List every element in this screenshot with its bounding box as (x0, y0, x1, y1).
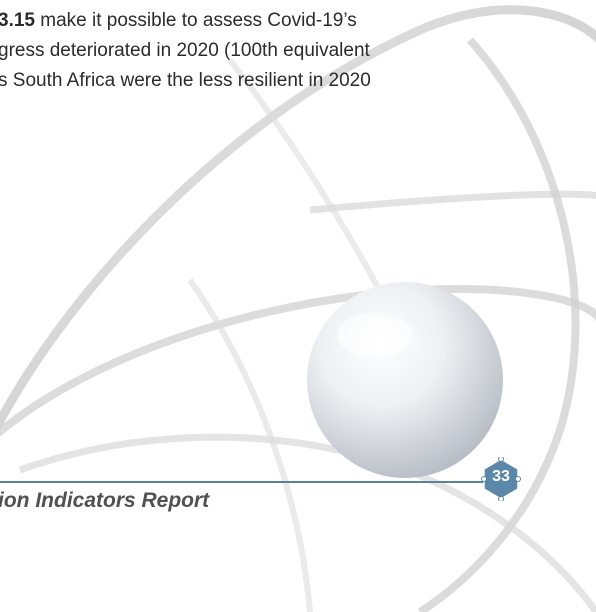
body-text-line-3: s South Africa were the less resilient i… (0, 70, 371, 91)
body-text-line-1: 3.15 make it possible to assess Covid-19… (0, 10, 357, 32)
footer-rule (0, 481, 490, 483)
body-text-line-1-rest: make it possible to assess Covid-19’s (34, 10, 357, 31)
page-number: 33 (492, 468, 510, 485)
body-text-line-2: gress deteriorated in 2020 (100th equiva… (0, 40, 370, 61)
footer-report-title: ion Indicators Report (0, 489, 210, 512)
page-number-badge (481, 457, 521, 501)
figure-reference-bold: 3.15 (0, 10, 35, 31)
